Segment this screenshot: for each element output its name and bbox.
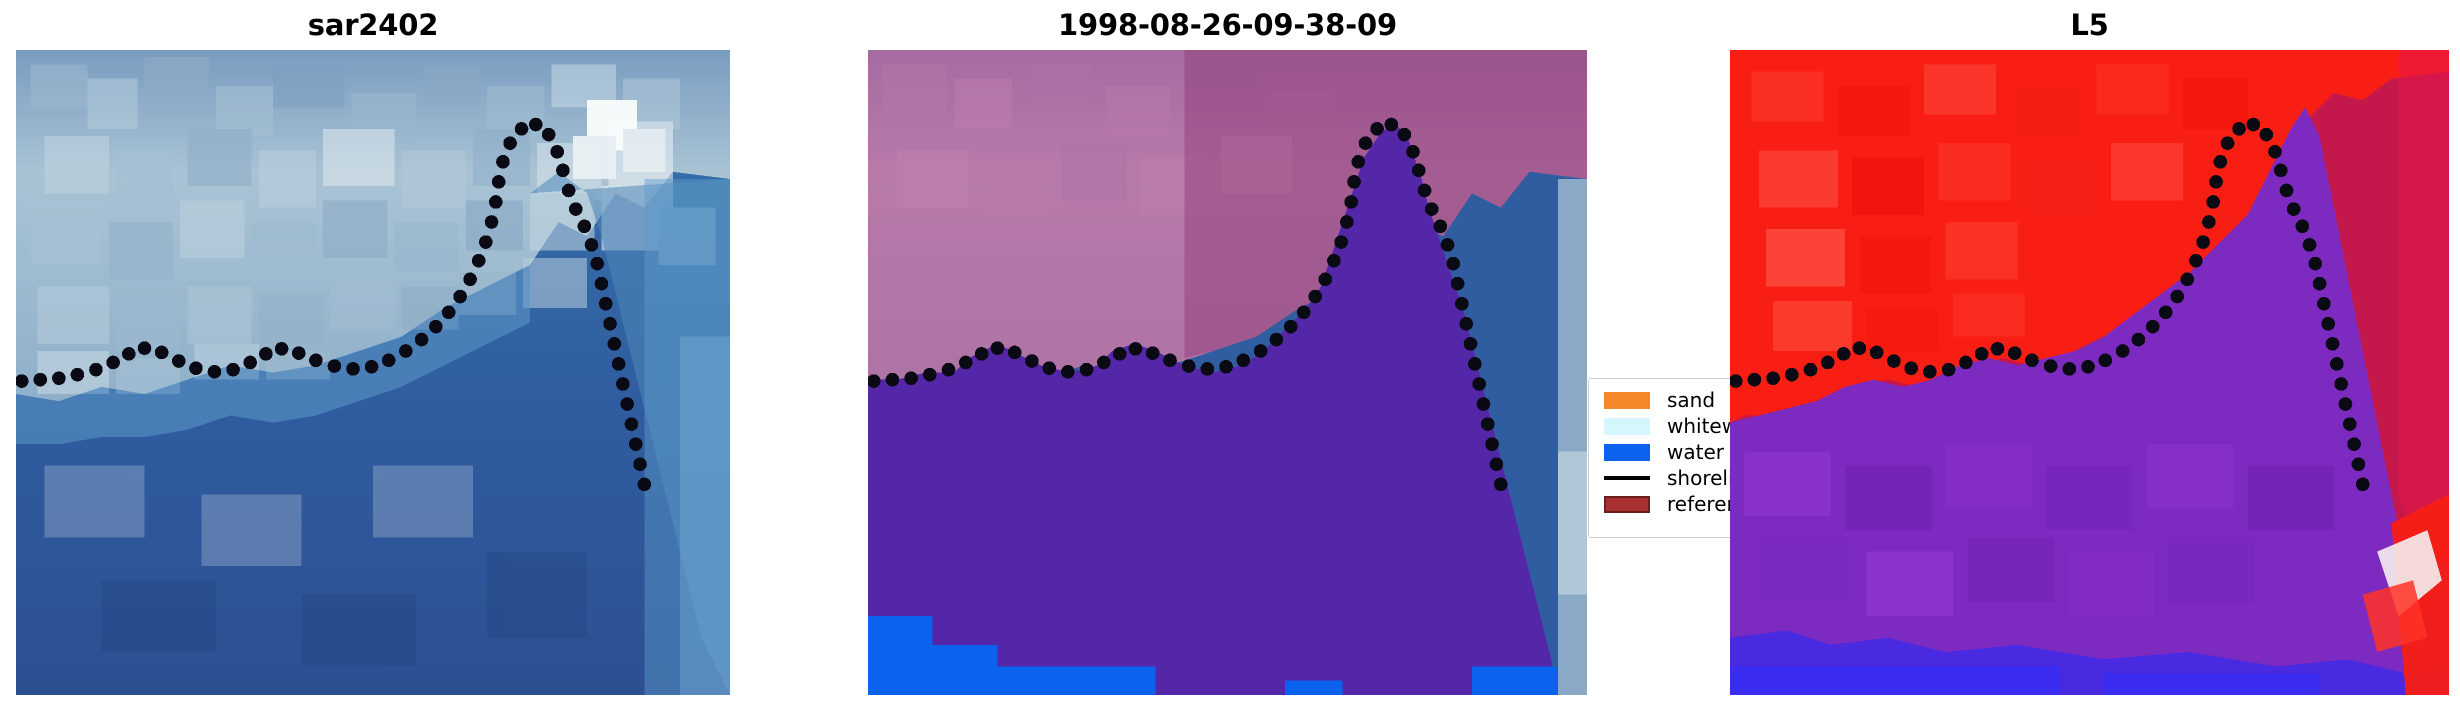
panel-l5: L5 — [1730, 0, 2449, 711]
legend-item-whitewater[interactable]: whitewater — [1600, 413, 1730, 439]
class-legend-clip: sand whitewater water shoreline — [1588, 378, 1730, 546]
water-swatch-icon — [1600, 439, 1653, 465]
class-legend: sand whitewater water shoreline — [1588, 378, 1730, 538]
panel-title-classified: 1998-08-26-09-38-09 — [1058, 8, 1397, 42]
legend-label-whitewater: whitewater — [1667, 414, 1730, 438]
whitewater-swatch-icon — [1600, 413, 1653, 439]
legend-label-sand: sand — [1667, 388, 1716, 412]
panel-title-sar: sar2402 — [307, 8, 439, 42]
legend-item-shoreline[interactable]: shoreline — [1600, 465, 1730, 491]
panel-image-sar — [16, 50, 730, 695]
legend-item-water[interactable]: water — [1600, 439, 1730, 465]
panel-classified: 1998-08-26-09-38-09 — [868, 0, 1587, 711]
panel-title-l5: L5 — [2070, 8, 2109, 42]
legend-label-shoreline: shoreline — [1667, 466, 1730, 490]
shoreline-line-icon — [1600, 465, 1653, 491]
panel-image-classified — [868, 50, 1587, 695]
panel-sar: sar2402 — [16, 0, 730, 711]
legend-label-water: water — [1667, 440, 1724, 464]
legend-item-sand[interactable]: sand — [1600, 387, 1730, 413]
panel-image-l5 — [1730, 50, 2449, 695]
reference-shoreline-swatch-icon — [1600, 491, 1653, 517]
sand-swatch-icon — [1600, 387, 1653, 413]
legend-item-reference-shoreline[interactable]: reference shoreline — [1600, 491, 1730, 517]
legend-label-reference-shoreline: reference shoreline — [1667, 492, 1730, 516]
